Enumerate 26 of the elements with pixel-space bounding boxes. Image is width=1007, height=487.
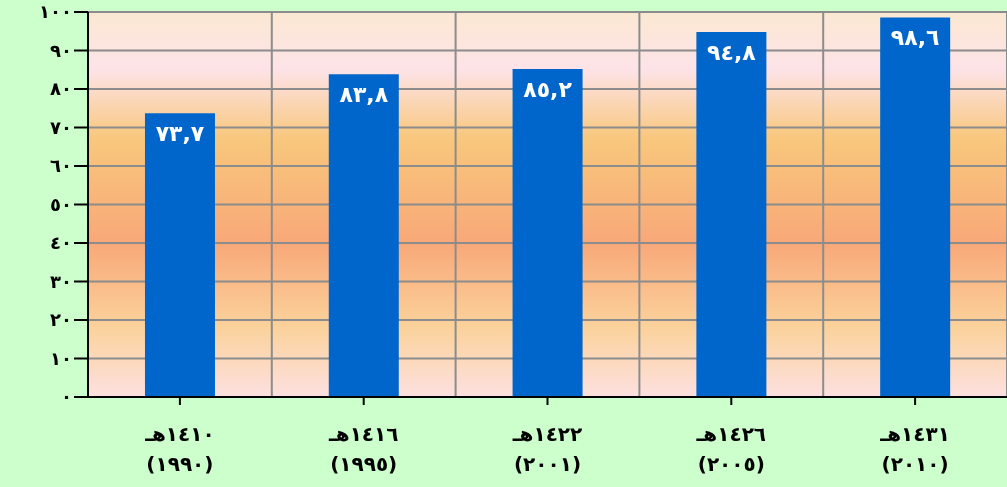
data-label: ٩٨,٦	[890, 25, 940, 51]
x-tick-label: ١٤٣١هـ (٢٠١٠)	[879, 422, 950, 476]
y-tick-label: ٢٠	[50, 309, 72, 331]
bar	[512, 68, 583, 397]
y-tick-label: ٣٠	[50, 270, 72, 292]
bar	[328, 74, 399, 397]
data-label: ٩٤,٨	[707, 39, 757, 65]
y-tick-label: ٨٠	[50, 78, 72, 100]
bar	[144, 113, 215, 397]
y-tick-label: ٥٠	[50, 193, 72, 215]
x-tick-label: ١٤١٦هـ (١٩٩٥)	[327, 422, 399, 476]
x-tick-label: ١٤١٠هـ (١٩٩٠)	[144, 422, 215, 476]
x-tick-label: ١٤٢٦هـ (٢٠٠٥)	[695, 422, 767, 476]
data-label: ٨٣,٨	[339, 81, 389, 107]
y-tick-label: ١٠٠	[39, 1, 72, 23]
bar	[880, 17, 951, 397]
data-label: ٧٣,٧	[155, 120, 205, 146]
y-tick-label: ٠	[61, 386, 72, 408]
y-tick-label: ١٠	[50, 347, 72, 369]
x-tick-label: ١٤٢٢هـ (٢٠٠١)	[511, 422, 583, 476]
bar	[696, 32, 767, 397]
y-tick-label: ٦٠	[50, 155, 72, 177]
y-tick-label: ٩٠	[50, 39, 72, 61]
y-tick-label: ٧٠	[50, 116, 72, 138]
y-tick-label: ٤٠	[50, 232, 72, 254]
data-label: ٨٥,٢	[523, 76, 573, 102]
